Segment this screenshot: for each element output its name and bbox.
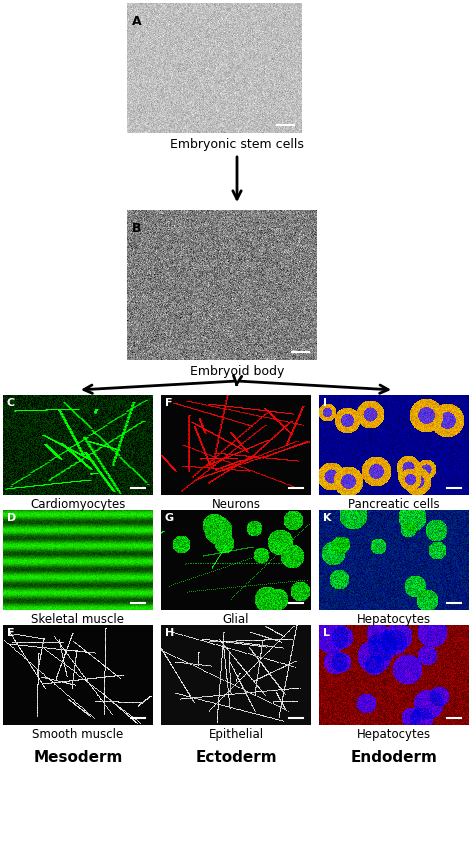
Text: Cardiomyocytes: Cardiomyocytes [30, 498, 126, 511]
Text: I: I [323, 398, 327, 408]
Text: C: C [7, 398, 15, 408]
Text: K: K [323, 513, 331, 523]
Text: F: F [165, 398, 173, 408]
Text: Endoderm: Endoderm [351, 750, 438, 765]
Text: G: G [165, 513, 174, 523]
Text: H: H [165, 628, 174, 638]
Text: Ectoderm: Ectoderm [195, 750, 277, 765]
Text: Glial: Glial [223, 613, 249, 626]
Text: Embryonic stem cells: Embryonic stem cells [170, 138, 304, 151]
Text: Smooth muscle: Smooth muscle [32, 728, 124, 741]
Text: L: L [323, 628, 330, 638]
Text: Skeletal muscle: Skeletal muscle [31, 613, 125, 626]
Text: Hepatocytes: Hepatocytes [357, 728, 431, 741]
Text: E: E [7, 628, 15, 638]
Text: Epithelial: Epithelial [209, 728, 264, 741]
Text: Mesoderm: Mesoderm [33, 750, 123, 765]
Text: B: B [132, 222, 142, 235]
Text: Pancreatic cells: Pancreatic cells [348, 498, 440, 511]
Text: Neurons: Neurons [211, 498, 261, 511]
Text: D: D [7, 513, 16, 523]
Text: Hepatocytes: Hepatocytes [357, 613, 431, 626]
Text: Embryoid body: Embryoid body [190, 365, 284, 378]
Text: A: A [132, 15, 142, 28]
